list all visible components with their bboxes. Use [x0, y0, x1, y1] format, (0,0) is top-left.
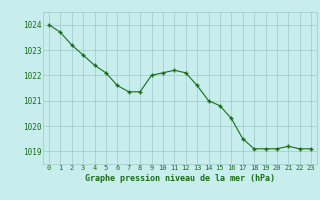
X-axis label: Graphe pression niveau de la mer (hPa): Graphe pression niveau de la mer (hPa) [85, 174, 275, 183]
